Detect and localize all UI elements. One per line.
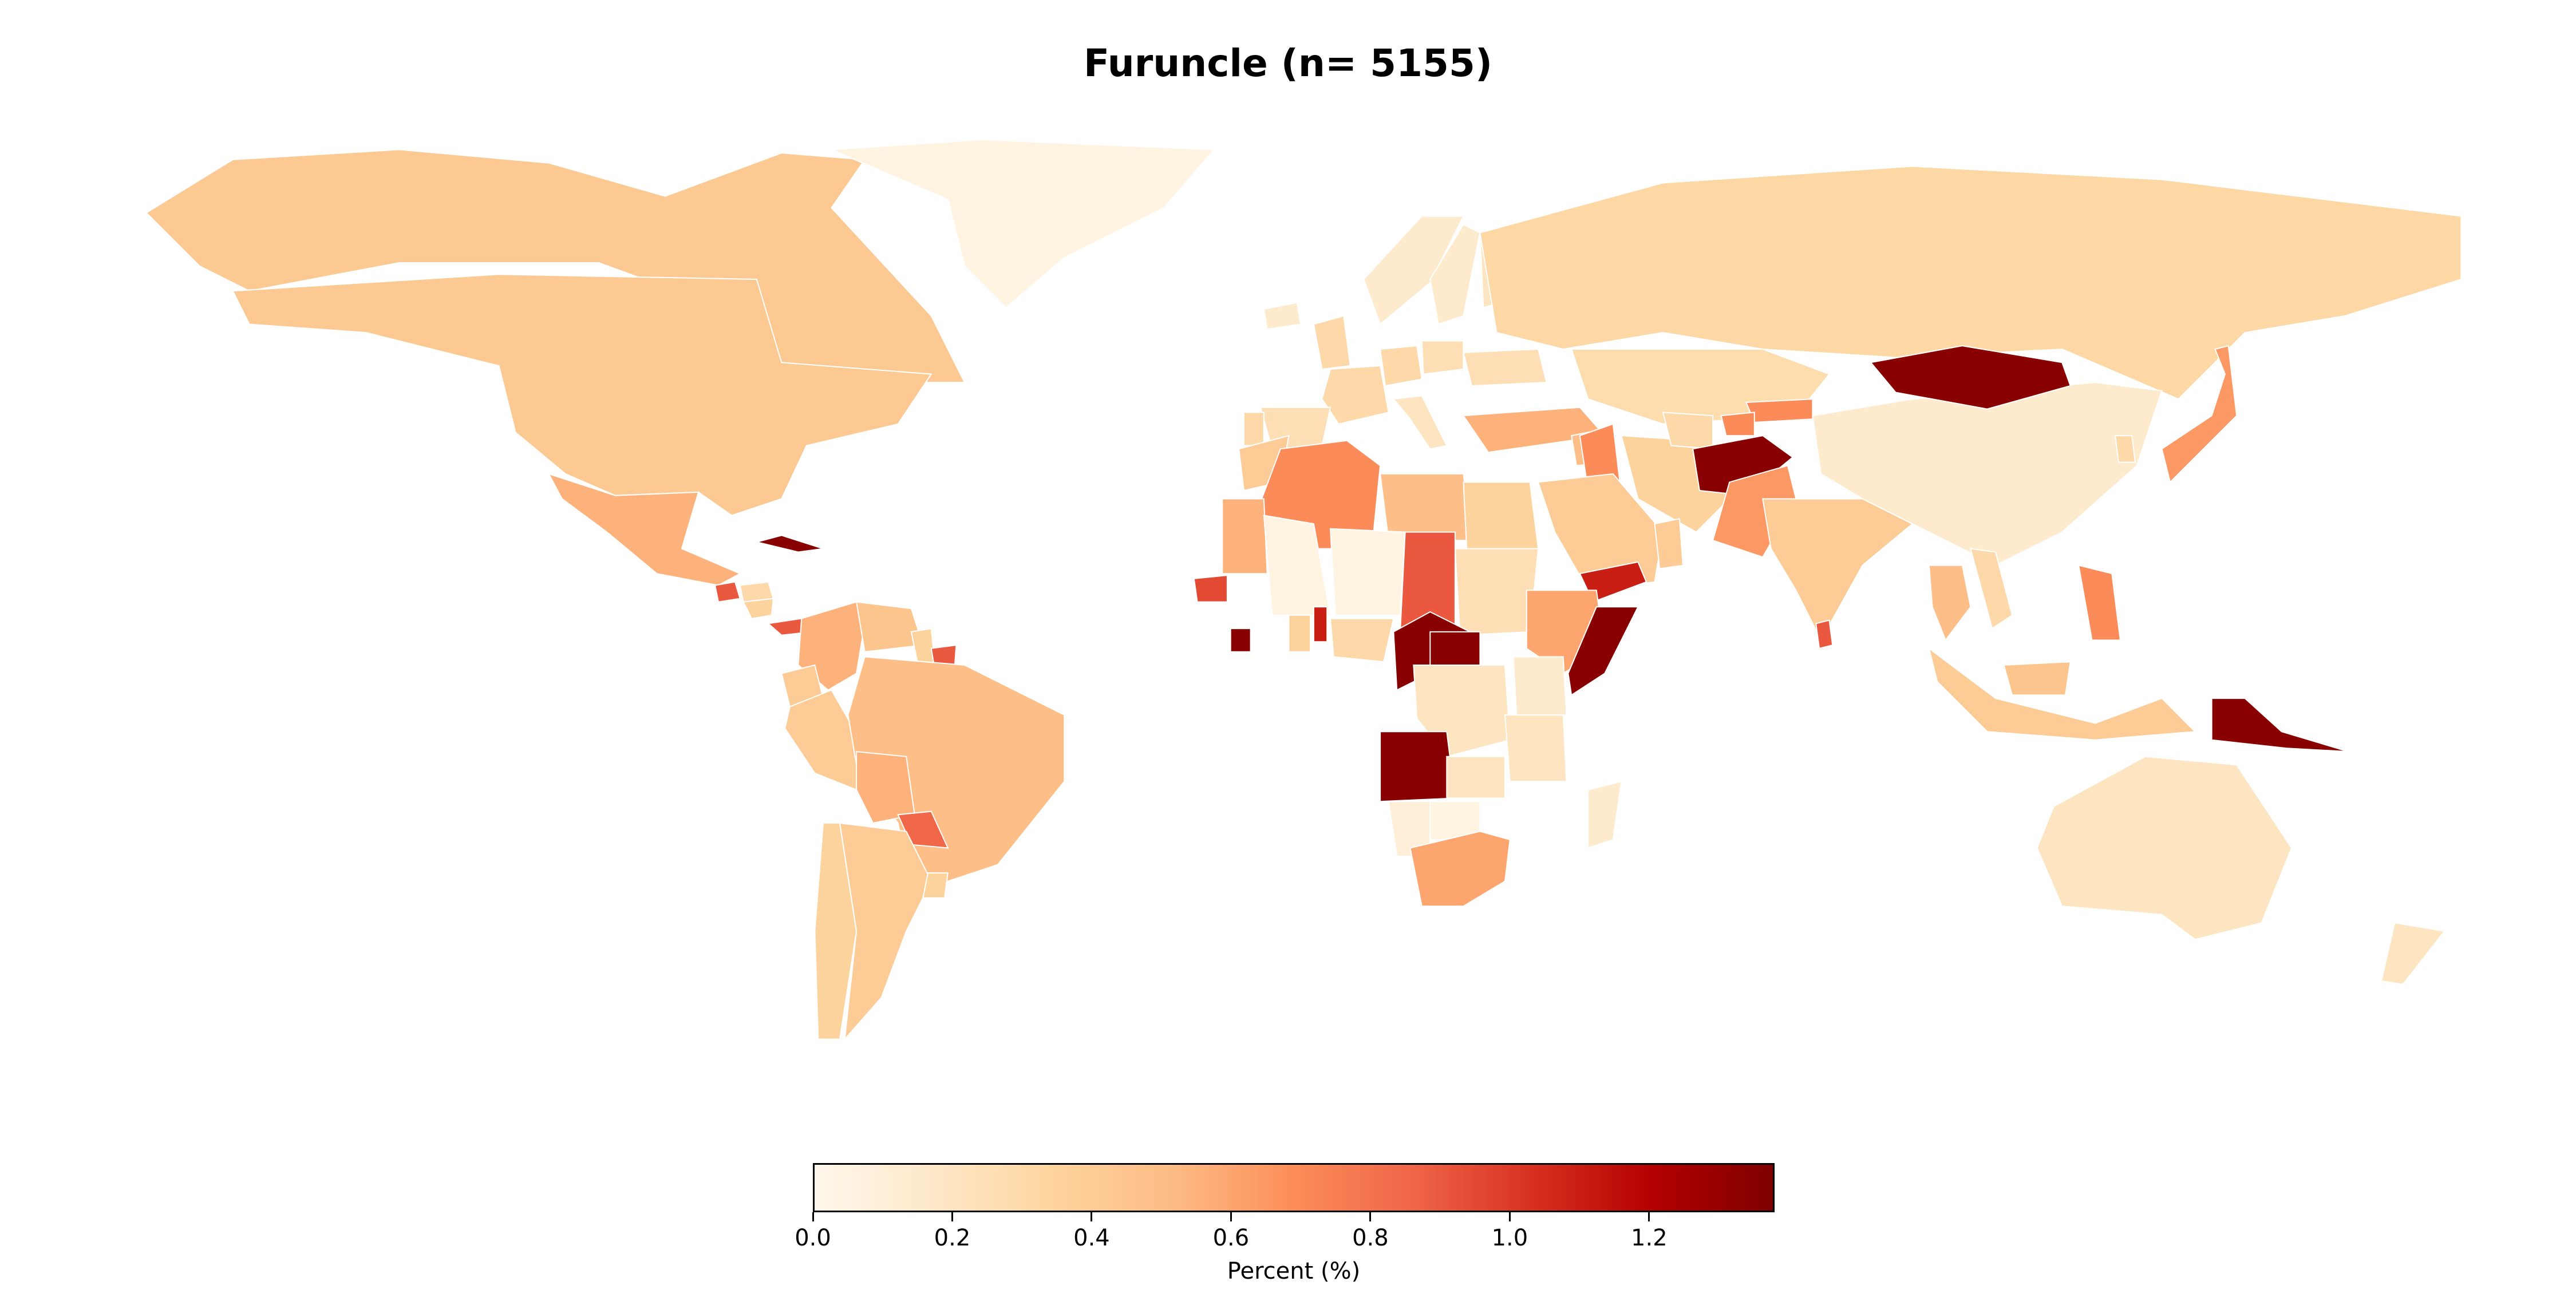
region-mongolia bbox=[1870, 345, 2072, 410]
region-italy bbox=[1392, 395, 1448, 450]
region-germany bbox=[1379, 345, 1423, 387]
region-japan bbox=[2161, 345, 2238, 484]
colorbar-tick bbox=[1648, 1212, 1650, 1221]
region-senegal bbox=[1193, 574, 1228, 603]
region-central-african-republic bbox=[1429, 631, 1481, 666]
region-mexico bbox=[547, 473, 741, 586]
region-angola bbox=[1380, 731, 1456, 802]
region-venezuela bbox=[855, 601, 924, 652]
region-uruguay bbox=[922, 872, 949, 899]
region-guyana bbox=[910, 627, 935, 666]
colorbar-tick-label: 0.0 bbox=[795, 1225, 831, 1251]
region-cuba bbox=[756, 535, 824, 553]
region-turkmenistan bbox=[1662, 412, 1714, 450]
region-libya bbox=[1379, 473, 1473, 541]
region-poland bbox=[1421, 340, 1464, 375]
region-ghana bbox=[1288, 614, 1311, 652]
region-thailand bbox=[1928, 564, 1971, 642]
region-papua-new-guinea bbox=[2211, 698, 2349, 753]
region-liberia bbox=[1230, 628, 1251, 652]
region-india bbox=[1762, 498, 1914, 642]
region-norway bbox=[1362, 215, 1465, 326]
colorbar-tick-label: 1.2 bbox=[1631, 1225, 1668, 1251]
colorbar bbox=[813, 1163, 1775, 1212]
colorbar-tick-label: 0.2 bbox=[934, 1225, 971, 1251]
region-kyrgyzstan bbox=[1745, 398, 1814, 423]
map-title: Furuncle (n= 5155) bbox=[1083, 41, 1493, 85]
region-argentina bbox=[839, 822, 932, 1041]
region-saudi-arabia bbox=[1537, 473, 1664, 591]
colorbar-tick-label: 1.0 bbox=[1491, 1225, 1528, 1251]
region-malaysia bbox=[2003, 661, 2071, 696]
colorbar-label: Percent (%) bbox=[1227, 1258, 1361, 1284]
region-australia bbox=[2036, 756, 2293, 940]
region-philippines bbox=[2077, 564, 2121, 641]
region-united-states bbox=[232, 274, 933, 516]
colorbar-tick bbox=[1230, 1212, 1232, 1221]
region-tajikistan bbox=[1720, 412, 1755, 437]
region-vietnam bbox=[1970, 548, 2013, 630]
region-iceland bbox=[1263, 302, 1301, 330]
colorbar-tick bbox=[1091, 1212, 1093, 1221]
colorbar-tick-label: 0.8 bbox=[1352, 1225, 1389, 1251]
region-tanzania bbox=[1504, 714, 1567, 782]
region-mauritania bbox=[1222, 498, 1268, 575]
region-benin bbox=[1313, 606, 1328, 643]
region-somalia bbox=[1567, 606, 1639, 696]
region-portugal bbox=[1243, 412, 1265, 446]
region-russia bbox=[1479, 165, 2462, 400]
region-egypt bbox=[1463, 481, 1539, 549]
region-france bbox=[1321, 365, 1389, 425]
region-sri-lanka bbox=[1815, 619, 1834, 650]
region-sweden bbox=[1429, 223, 1481, 325]
region-oman bbox=[1654, 518, 1684, 570]
colorbar-tick-label: 0.4 bbox=[1073, 1225, 1110, 1251]
colorbar-tick-label: 0.6 bbox=[1212, 1225, 1250, 1251]
region-south-africa bbox=[1409, 831, 1511, 907]
region-guatemala bbox=[714, 581, 741, 603]
region-bolivia bbox=[856, 750, 915, 824]
region-zambia bbox=[1446, 756, 1506, 799]
region-madagascar bbox=[1587, 780, 1622, 849]
region-niger bbox=[1329, 528, 1406, 616]
colorbar-gradient bbox=[815, 1165, 1773, 1211]
region-sudan bbox=[1454, 548, 1539, 636]
region-mali bbox=[1263, 515, 1332, 616]
region-nicaragua bbox=[742, 598, 774, 619]
colorbar-tick bbox=[1369, 1212, 1372, 1221]
region-ukraine bbox=[1463, 348, 1547, 387]
region-kenya bbox=[1512, 656, 1567, 716]
region-new-zealand bbox=[2380, 922, 2446, 985]
colorbar-tick bbox=[951, 1212, 953, 1221]
region-south-korea bbox=[2115, 435, 2136, 463]
region-nigeria bbox=[1329, 618, 1394, 663]
region-indonesia bbox=[1928, 647, 2196, 741]
colorbar-tick bbox=[1508, 1212, 1511, 1221]
region-greenland bbox=[831, 139, 1215, 309]
region-united-kingdom bbox=[1313, 315, 1352, 370]
colorbar-tick bbox=[812, 1212, 814, 1221]
